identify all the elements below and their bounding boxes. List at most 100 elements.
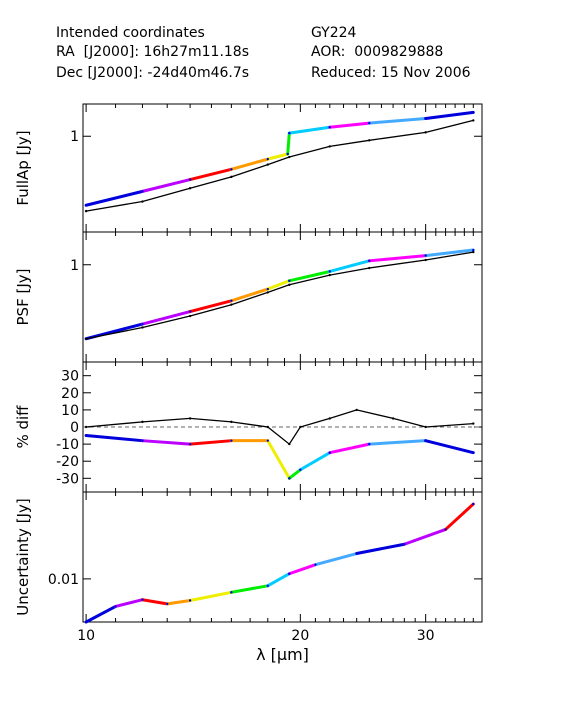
- data-point: [368, 259, 371, 263]
- data-point: [266, 425, 269, 429]
- data-point: [266, 163, 269, 166]
- ytick-label: 1: [70, 129, 79, 145]
- series-segment: [188, 299, 233, 314]
- data-point: [472, 451, 475, 454]
- panel-frame-4: [82, 491, 483, 623]
- data-point: [266, 287, 269, 291]
- series-segment: [140, 178, 192, 193]
- series-segment: [229, 157, 270, 171]
- data-point: [328, 270, 331, 273]
- data-point: [328, 126, 331, 129]
- data-point: [84, 204, 88, 207]
- data-point: [424, 131, 427, 134]
- data-point: [299, 468, 302, 471]
- panel-frame-2: [82, 231, 483, 363]
- series-segment: [402, 527, 448, 546]
- ytick-label: 1: [70, 258, 79, 274]
- data-point: [230, 175, 233, 179]
- data-point: [141, 190, 144, 193]
- xtick-label: 20: [291, 628, 309, 644]
- header-reduced: Reduced: 15 Nov 2006: [311, 65, 471, 81]
- series-segment: [444, 502, 475, 531]
- series-segment: [287, 269, 332, 283]
- header-object: GY224: [311, 25, 357, 41]
- series-segment: [287, 125, 332, 135]
- data-point: [288, 477, 291, 480]
- series-segment: [287, 468, 302, 480]
- data-point: [188, 442, 192, 446]
- data-point: [472, 422, 475, 425]
- ytick-label: 0: [70, 420, 79, 436]
- ytick-label: -10: [56, 437, 79, 453]
- data-point: [355, 552, 358, 555]
- series-segment: [84, 434, 144, 443]
- data-point: [403, 543, 406, 546]
- data-point: [328, 451, 331, 454]
- data-point: [230, 591, 233, 594]
- header-ra: RA [J2000]: 16h27m11.18s: [56, 44, 249, 60]
- series-segment: [266, 572, 291, 588]
- series-segment: [298, 451, 332, 472]
- data-point: [288, 279, 291, 282]
- data-point: [424, 439, 427, 442]
- series-segment: [424, 439, 475, 455]
- data-point: [368, 266, 371, 270]
- series-segment: [188, 439, 233, 446]
- data-point: [84, 434, 88, 437]
- data-point: [472, 248, 475, 252]
- data-point: [472, 119, 475, 122]
- data-point: [368, 121, 371, 125]
- data-point: [188, 599, 192, 602]
- series-segment: [84, 604, 118, 624]
- data-point: [266, 291, 269, 294]
- panel-frame-1: [82, 103, 483, 233]
- series-segment: [140, 598, 169, 606]
- data-point: [288, 155, 291, 159]
- data-point: [472, 111, 475, 114]
- xtick-label: 10: [77, 628, 95, 644]
- data-point: [84, 425, 88, 429]
- data-point: [141, 420, 144, 424]
- data-point: [368, 442, 371, 446]
- ytick-label: 10: [61, 403, 79, 419]
- y-axis-label: PSF [Jy]: [14, 269, 32, 326]
- series-segment: [229, 584, 270, 594]
- data-point: [141, 326, 144, 329]
- series-segment: [229, 287, 270, 303]
- data-point: [424, 254, 427, 257]
- series-segment: [355, 542, 406, 556]
- data-point: [84, 620, 88, 624]
- data-point: [141, 439, 144, 442]
- data-point: [424, 258, 427, 262]
- series-segment: [367, 254, 428, 263]
- data-point: [165, 602, 169, 606]
- data-point: [188, 178, 192, 181]
- data-point: [391, 417, 395, 420]
- series-segment: [188, 590, 233, 603]
- series-reference-line: [86, 409, 474, 446]
- ytick-label: 20: [61, 386, 79, 402]
- series-segment: [287, 563, 317, 576]
- data-point: [328, 145, 331, 148]
- series-segment: [84, 189, 144, 207]
- data-point: [84, 337, 88, 340]
- data-point: [288, 442, 291, 446]
- series-segment: [266, 152, 290, 161]
- series-segment: [424, 248, 475, 258]
- header-dec: Dec [J2000]: -24d40m46.7s: [56, 65, 250, 81]
- data-point: [472, 250, 475, 254]
- data-point: [141, 200, 144, 203]
- data-point: [368, 139, 371, 142]
- series-segment: [328, 442, 371, 455]
- data-point: [288, 131, 291, 135]
- y-axis-label: % diff: [14, 405, 32, 449]
- data-point: [266, 157, 269, 161]
- series-segment: [140, 439, 192, 446]
- data-point: [355, 408, 358, 412]
- data-point: [299, 425, 302, 429]
- x-axis-label: λ [μm]: [256, 645, 309, 664]
- series-segment: [266, 439, 291, 480]
- data-point: [314, 563, 317, 566]
- series-reference-line: [85, 119, 474, 212]
